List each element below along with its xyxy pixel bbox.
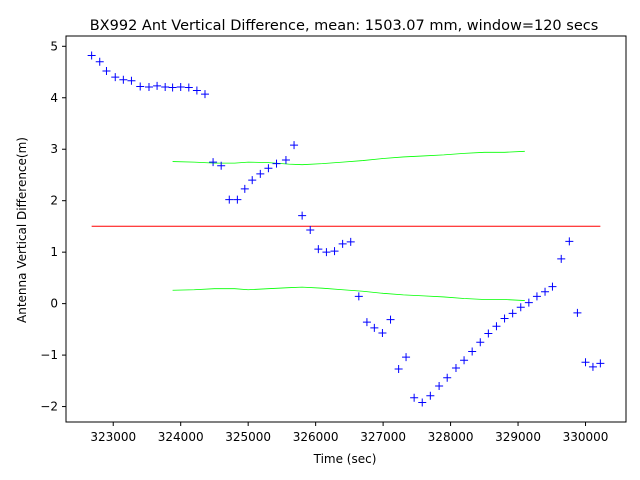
data-point-45 bbox=[451, 363, 460, 372]
data-point-37 bbox=[386, 315, 395, 324]
y-tick-label: 0 bbox=[50, 297, 58, 311]
data-point-51 bbox=[500, 314, 509, 323]
y-axis-label: Antenna Vertical Difference(m) bbox=[15, 137, 29, 323]
x-tick-label: 323000 bbox=[90, 430, 136, 444]
data-point-49 bbox=[484, 329, 493, 338]
data-point-56 bbox=[541, 287, 550, 296]
data-point-9 bbox=[161, 82, 170, 91]
data-point-14 bbox=[200, 90, 209, 99]
plot-frame bbox=[65, 35, 627, 423]
data-point-59 bbox=[565, 237, 574, 246]
data-point-47 bbox=[468, 347, 477, 356]
data-point-22 bbox=[264, 164, 273, 173]
data-point-40 bbox=[410, 393, 419, 402]
data-point-35 bbox=[370, 323, 379, 332]
data-point-17 bbox=[225, 195, 234, 204]
data-point-21 bbox=[256, 169, 265, 178]
data-point-43 bbox=[435, 381, 444, 390]
x-tick-label: 328000 bbox=[428, 430, 474, 444]
y-tick-label: 4 bbox=[50, 91, 58, 105]
data-point-46 bbox=[460, 356, 469, 365]
data-point-52 bbox=[508, 309, 517, 318]
y-tick-label: 2 bbox=[50, 194, 58, 208]
y-tick-label: −1 bbox=[40, 348, 58, 362]
data-point-26 bbox=[298, 211, 307, 220]
data-point-4 bbox=[119, 75, 128, 84]
x-tick-label: 326000 bbox=[293, 430, 339, 444]
data-point-20 bbox=[248, 176, 257, 185]
data-point-0 bbox=[87, 51, 96, 60]
data-point-16 bbox=[217, 161, 226, 170]
data-point-58 bbox=[557, 254, 566, 263]
data-point-19 bbox=[240, 184, 249, 193]
plot-area bbox=[87, 51, 605, 407]
data-point-57 bbox=[548, 282, 557, 291]
data-point-30 bbox=[330, 247, 339, 256]
data-point-1 bbox=[95, 57, 104, 66]
data-point-12 bbox=[184, 83, 193, 92]
chart-title: BX992 Ant Vertical Difference, mean: 150… bbox=[90, 18, 599, 34]
data-point-29 bbox=[322, 248, 331, 257]
data-point-42 bbox=[426, 391, 435, 400]
data-point-24 bbox=[281, 156, 290, 165]
data-point-10 bbox=[168, 83, 177, 92]
data-point-48 bbox=[476, 338, 485, 347]
data-point-55 bbox=[532, 292, 541, 301]
x-tick-label: 330000 bbox=[563, 430, 609, 444]
axes: 323000 324000 325000 326000 327000 328000 3290… bbox=[40, 35, 627, 444]
data-point-63 bbox=[596, 359, 605, 368]
data-point-38 bbox=[394, 364, 403, 373]
data-point-25 bbox=[290, 141, 299, 150]
data-point-6 bbox=[136, 82, 145, 91]
data-point-13 bbox=[192, 86, 201, 95]
data-point-23 bbox=[272, 159, 281, 168]
data-point-11 bbox=[176, 82, 185, 91]
data-point-2 bbox=[102, 67, 111, 75]
data-point-32 bbox=[346, 237, 355, 246]
x-axis-label: Time (sec) bbox=[313, 452, 377, 466]
data-point-3 bbox=[111, 73, 120, 82]
x-tick-label: 324000 bbox=[158, 430, 204, 444]
data-point-28 bbox=[314, 245, 323, 254]
y-tick-label: −2 bbox=[40, 400, 58, 414]
series-line-2 bbox=[172, 150, 525, 166]
data-point-15 bbox=[209, 158, 218, 167]
data-point-61 bbox=[581, 358, 590, 367]
y-tick-label: 5 bbox=[50, 39, 58, 53]
data-point-44 bbox=[443, 373, 452, 382]
data-point-18 bbox=[233, 195, 242, 204]
data-point-5 bbox=[127, 76, 136, 85]
series-line-3 bbox=[172, 286, 525, 301]
data-point-27 bbox=[306, 226, 315, 235]
y-tick-label: 1 bbox=[50, 245, 58, 259]
data-point-60 bbox=[573, 308, 582, 317]
data-point-31 bbox=[338, 239, 347, 248]
data-point-7 bbox=[144, 82, 153, 91]
data-point-39 bbox=[402, 353, 411, 362]
data-point-36 bbox=[378, 328, 387, 337]
data-point-8 bbox=[153, 81, 162, 90]
x-tick-label: 327000 bbox=[360, 430, 406, 444]
data-point-41 bbox=[418, 398, 427, 407]
y-tick-label: 3 bbox=[50, 142, 58, 156]
x-tick-label: 325000 bbox=[225, 430, 271, 444]
data-point-34 bbox=[362, 318, 371, 327]
data-point-50 bbox=[492, 322, 501, 331]
data-point-54 bbox=[524, 298, 533, 307]
data-point-33 bbox=[354, 292, 363, 301]
data-point-62 bbox=[588, 362, 597, 371]
x-tick-label: 329000 bbox=[495, 430, 541, 444]
data-point-53 bbox=[516, 303, 525, 312]
